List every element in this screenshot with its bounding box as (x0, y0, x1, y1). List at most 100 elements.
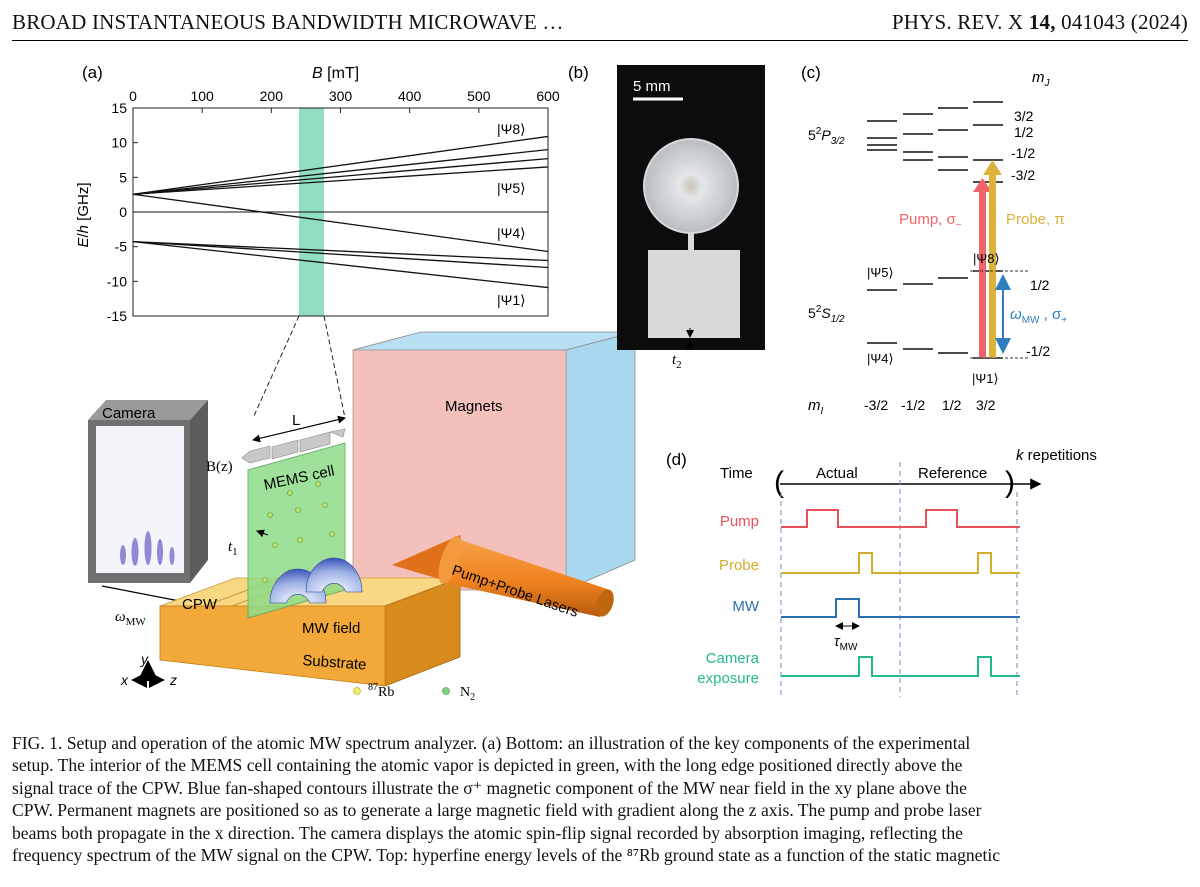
length-label: L (292, 412, 300, 429)
y-tick-label: -10 (107, 273, 127, 289)
t1-label: t1 (228, 539, 238, 558)
energy-curve (132, 240, 549, 289)
panel-a-chart: (a) B [mT] E/h [GHz] 0 100 200 300 400 500 600… (75, 63, 560, 324)
s-mj-down: -1/2 (1026, 343, 1050, 359)
x-tick-label: 300 (329, 88, 353, 104)
y-tick-label: 10 (111, 135, 127, 151)
probe-label: Probe, π (1006, 211, 1065, 228)
zoom-line-right (323, 315, 346, 419)
psi4-label: |Ψ4⟩ (867, 351, 894, 366)
camera-screen (96, 426, 184, 573)
svg-text:-1/2: -1/2 (1011, 145, 1035, 161)
panel-a-label: (a) (82, 63, 103, 82)
label-psi4: |Ψ4⟩ (497, 225, 526, 241)
x-tick-label: 400 (398, 88, 422, 104)
svg-text:3/2: 3/2 (976, 397, 996, 413)
zoom-line-left (252, 315, 300, 419)
s-state-label: 52S1/2 (808, 304, 845, 325)
x-tick-label: 500 (467, 88, 491, 104)
svg-text:(: ( (774, 466, 784, 499)
mi-header: mI (808, 397, 824, 417)
svg-text:N2: N2 (460, 685, 475, 703)
actual-label: Actual (816, 465, 858, 482)
energy-curve (132, 166, 549, 195)
svg-text:Probe: Probe (719, 557, 759, 574)
photo-pad (648, 250, 740, 338)
svg-text:Pump: Pump (720, 513, 759, 530)
photo-dish (643, 138, 739, 234)
pump-arrow (973, 178, 992, 358)
x-tick-label: 100 (190, 88, 214, 104)
reference-label: Reference (918, 465, 987, 482)
panel-a-illustration: Magnets Camera ωMW L B(z) C (88, 315, 636, 703)
energy-curve (132, 240, 549, 262)
mw-trace (781, 598, 1020, 618)
panel-c-label: (c) (801, 63, 821, 82)
svg-text:): ) (1005, 466, 1015, 499)
panel-d: (d) Time ( ) Actual Reference k repetiti… (666, 447, 1097, 697)
time-label: Time (720, 465, 753, 482)
atom-legend: 87Rb N2 (353, 682, 475, 703)
y-axis-label: E/h [GHz] (75, 182, 92, 247)
tau-label: τMW (834, 633, 858, 653)
energy-curve (132, 193, 549, 253)
svg-text:exposure: exposure (697, 670, 759, 687)
energy-curves (132, 135, 549, 289)
psi8-label: |Ψ8⟩ (973, 251, 1000, 266)
x-axis-label: B [mT] (312, 65, 359, 82)
caption-line: signal trace of the CPW. Blue fan-shaped… (12, 777, 967, 798)
omega-label: ωMW (115, 609, 146, 628)
svg-text:-3/2: -3/2 (864, 397, 888, 413)
panel-b: (b) 5 mm t2 (568, 63, 765, 371)
p-levels (867, 101, 1003, 183)
mw-field-label: MW field (302, 620, 360, 637)
svg-text:MW: MW (732, 598, 759, 615)
camera-trace (781, 656, 1020, 677)
energy-curve (132, 157, 549, 195)
svg-text:x: x (120, 672, 129, 688)
mw-label: ωMW , σ+ (1010, 306, 1067, 326)
probe-arrow (983, 160, 1002, 358)
header-title: BROAD INSTANTANEOUS BANDWIDTH MICROWAVE … (12, 10, 564, 34)
panel-c: (c) mJ 3/2 1/2 -1/2 -3/2 52P3/2 52S1/2 1… (801, 63, 1067, 417)
svg-text:1/2: 1/2 (1014, 124, 1034, 140)
coordinate-axes: y x z (120, 651, 177, 688)
header-rule (12, 40, 1188, 41)
x-ticks: 0 100 200 300 400 500 600 (129, 88, 560, 113)
scale-label: 5 mm (633, 78, 671, 95)
substrate-label: Substrate (302, 652, 367, 673)
svg-text:1/2: 1/2 (942, 397, 962, 413)
x-tick-label: 600 (536, 88, 560, 104)
header-citation: PHYS. REV. X 14, 041043 (2024) (891, 10, 1188, 34)
energy-curve (132, 240, 549, 269)
p-state-label: 52P3/2 (808, 126, 845, 147)
camera-top (88, 400, 208, 420)
probe-trace (781, 552, 1020, 574)
s-mj-up: 1/2 (1030, 277, 1050, 293)
magnets-label: Magnets (445, 398, 503, 415)
magnet-side (565, 331, 636, 591)
svg-text:-1/2: -1/2 (901, 397, 925, 413)
y-tick-label: 0 (119, 204, 127, 220)
camera-side (190, 400, 208, 583)
svg-text:Camera: Camera (706, 650, 760, 667)
caption-line: FIG. 1. Setup and operation of the atomi… (12, 733, 971, 753)
label-psi8: |Ψ8⟩ (497, 121, 526, 137)
mi-values: -3/2 -1/2 1/2 3/2 (864, 397, 996, 413)
camera-label: Camera (102, 405, 156, 422)
figure-1: (a) B [mT] E/h [GHz] 0 100 200 300 400 500 600… (75, 63, 1097, 703)
energy-curve (132, 148, 549, 195)
bz-label: B(z) (206, 459, 233, 475)
field-gradient-arrows (241, 428, 346, 464)
laser-beam (392, 535, 614, 617)
caption-line: CPW. Permanent magnets are positioned so… (12, 800, 982, 821)
svg-text:-3/2: -3/2 (1011, 167, 1035, 183)
svg-text:87Rb: 87Rb (368, 682, 394, 700)
pump-label: Pump, σ− (899, 211, 962, 231)
row-labels: Pump Probe MW Camera exposure (697, 513, 760, 687)
x-tick-label: 200 (260, 88, 284, 104)
y-ticks: 15 10 5 0 -5 -10 -15 (107, 100, 138, 324)
svg-text:3/2: 3/2 (1014, 108, 1034, 124)
label-psi5: |Ψ5⟩ (497, 180, 526, 196)
caption-line: frequency spectrum of the MW signal on t… (12, 845, 1001, 866)
